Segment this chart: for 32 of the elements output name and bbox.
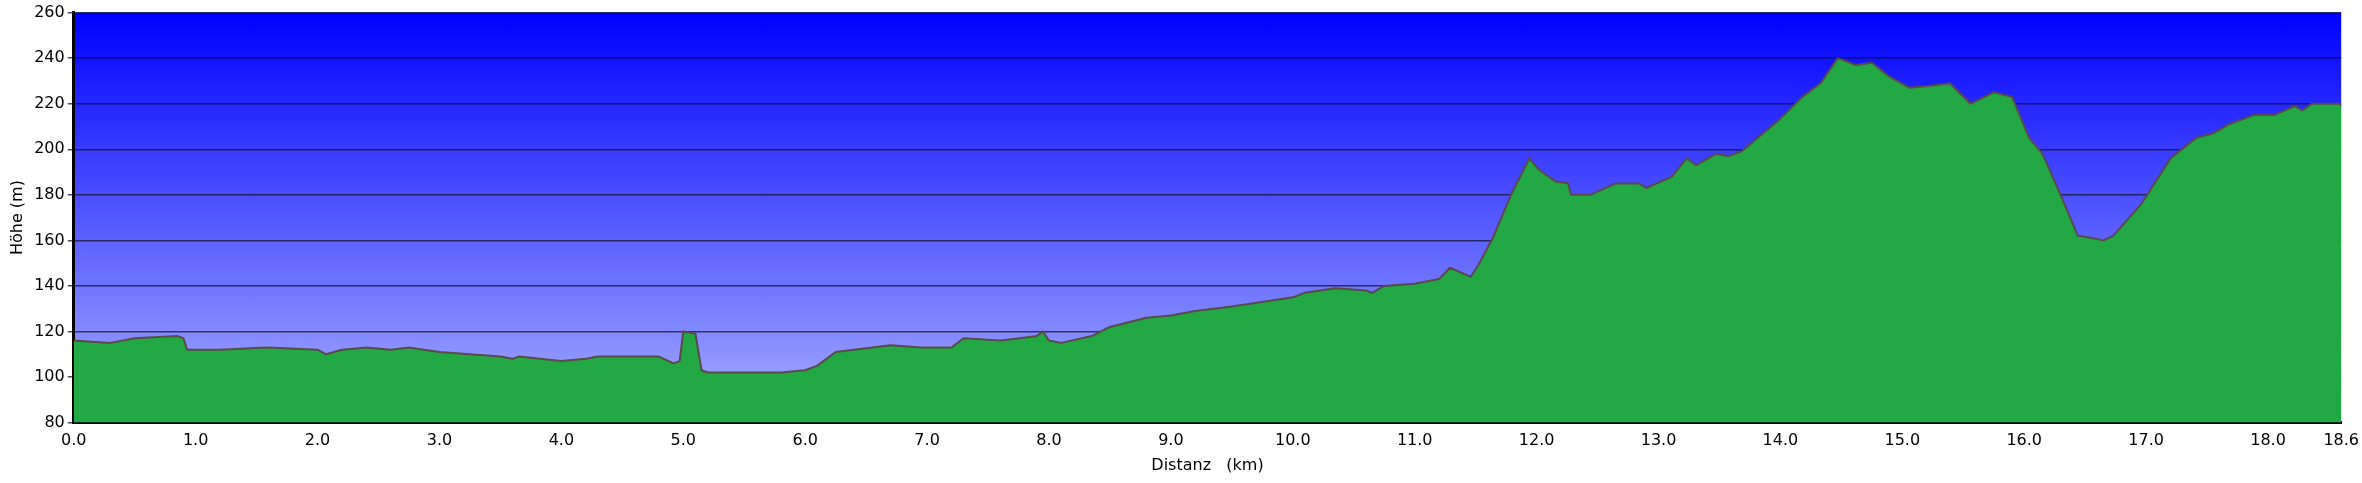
x-tick-label: 13.0: [1640, 430, 1677, 450]
y-tick-label: 160: [34, 229, 65, 249]
x-tick-label: 14.0: [1762, 430, 1799, 450]
x-tick-label: 6.0: [792, 430, 818, 450]
y-tick-label: 80: [44, 411, 65, 431]
y-tick-label: 240: [34, 47, 65, 67]
y-tick-label: 120: [34, 320, 65, 340]
x-tick-label: 18.0: [2250, 430, 2286, 450]
x-tick-label: 9.0: [1158, 430, 1184, 450]
x-tick-label: 18.6: [2323, 430, 2359, 450]
x-tick-label: 15.0: [1884, 430, 1921, 450]
y-tick-label: 140: [34, 275, 65, 295]
y-tick-label: 220: [34, 92, 65, 112]
x-tick-label: 17.0: [2128, 430, 2164, 450]
y-tick-label: 260: [34, 1, 65, 21]
x-tick-label: 11.0: [1396, 430, 1433, 450]
y-axis-title: Höhe (m): [6, 180, 26, 256]
x-axis-title: Distanz (km): [1151, 454, 1264, 474]
x-tick-label: 7.0: [914, 430, 940, 450]
y-tick-label: 100: [34, 366, 65, 386]
x-tick-label: 0.0: [61, 430, 87, 450]
y-tick-label: 200: [34, 138, 65, 158]
x-tick-label: 10.0: [1274, 430, 1311, 450]
x-tick-label: 12.0: [1518, 430, 1555, 450]
x-tick-label: 4.0: [548, 430, 575, 450]
y-tick-label: 180: [34, 183, 65, 203]
x-tick-label: 1.0: [182, 430, 209, 450]
x-tick-label: 5.0: [670, 430, 696, 450]
x-tick-label: 2.0: [304, 430, 331, 450]
x-tick-label: 8.0: [1036, 430, 1062, 450]
x-tick-label: 16.0: [2006, 430, 2043, 450]
x-tick-label: 3.0: [426, 430, 453, 450]
